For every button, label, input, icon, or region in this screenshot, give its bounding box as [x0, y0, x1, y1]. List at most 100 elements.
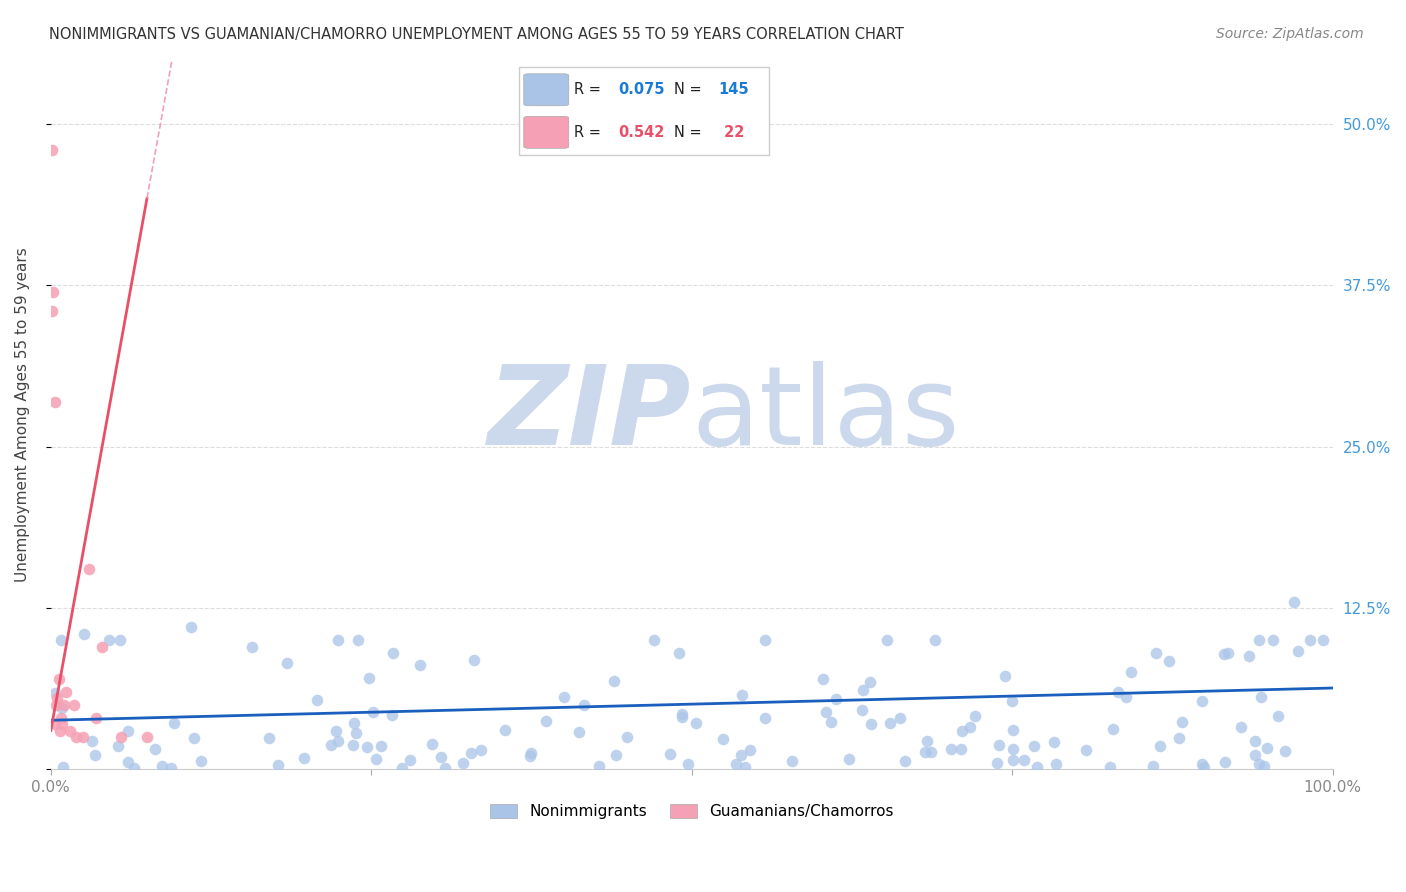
Point: [364, 752, 387, 766]
Point: [107, 739, 129, 753]
Point: [342, 715, 364, 730]
Point: [391, 761, 413, 775]
Point: [59, 723, 82, 738]
Point: [534, 714, 557, 728]
Point: [643, 633, 665, 648]
Point: [136, 730, 159, 744]
Point: [1107, 684, 1129, 698]
Point: [1267, 709, 1289, 723]
Point: [1002, 753, 1025, 767]
Point: [110, 730, 132, 744]
Point: [1149, 739, 1171, 754]
Point: [159, 761, 181, 775]
Point: [754, 711, 776, 725]
Point: [1012, 753, 1035, 767]
Point: [1192, 760, 1215, 774]
Point: [1024, 739, 1046, 753]
Point: [1237, 648, 1260, 663]
Point: [143, 741, 166, 756]
Point: [346, 633, 368, 648]
Point: [915, 733, 938, 747]
Point: [1042, 735, 1064, 749]
Point: [1263, 633, 1285, 648]
Point: [860, 717, 883, 731]
Point: [616, 731, 638, 745]
Point: [180, 620, 202, 634]
Point: [1243, 734, 1265, 748]
Point: [734, 760, 756, 774]
Point: [1144, 647, 1167, 661]
Point: [73, 627, 96, 641]
Point: [1159, 654, 1181, 668]
Point: [494, 723, 516, 737]
Point: [163, 716, 186, 731]
Point: [42, 285, 65, 299]
Point: [825, 691, 848, 706]
Point: [894, 754, 917, 768]
Point: [1247, 756, 1270, 771]
Point: [1213, 647, 1236, 661]
Point: [1045, 757, 1067, 772]
Point: [731, 689, 754, 703]
Point: [605, 747, 627, 762]
Point: [1167, 731, 1189, 745]
Point: [568, 725, 591, 739]
Point: [685, 715, 707, 730]
Point: [1171, 715, 1194, 730]
Point: [82, 733, 104, 747]
Point: [51, 700, 73, 714]
Point: [950, 724, 973, 739]
Point: [852, 682, 875, 697]
Point: [1218, 646, 1240, 660]
Point: [460, 746, 482, 760]
Point: [44, 717, 66, 731]
Point: [98, 633, 121, 648]
Point: [851, 703, 873, 717]
Point: [49, 723, 72, 738]
Point: [859, 674, 882, 689]
Point: [44, 686, 66, 700]
Point: [876, 633, 898, 648]
Point: [1115, 690, 1137, 704]
Point: [994, 669, 1017, 683]
Point: [1312, 633, 1334, 648]
Point: [463, 652, 485, 666]
Point: [48, 672, 70, 686]
Text: atlas: atlas: [692, 361, 960, 468]
Point: [678, 757, 700, 772]
Point: [84, 711, 107, 725]
Point: [939, 741, 962, 756]
Point: [63, 698, 86, 712]
Point: [65, 730, 87, 744]
Point: [668, 646, 690, 660]
Point: [1284, 594, 1306, 608]
Point: [1002, 742, 1025, 756]
Point: [49, 633, 72, 648]
Point: [1025, 759, 1047, 773]
Text: Source: ZipAtlas.com: Source: ZipAtlas.com: [1216, 27, 1364, 41]
Point: [889, 711, 911, 725]
Point: [122, 761, 145, 775]
Point: [920, 745, 942, 759]
Point: [344, 726, 367, 740]
Point: [49, 711, 72, 725]
Point: [588, 759, 610, 773]
Point: [1274, 744, 1296, 758]
Point: [55, 685, 77, 699]
Y-axis label: Unemployment Among Ages 55 to 59 years: Unemployment Among Ages 55 to 59 years: [15, 247, 30, 582]
Point: [46, 691, 69, 706]
Point: [307, 693, 329, 707]
Point: [72, 730, 94, 744]
Point: [41, 304, 63, 318]
Point: [780, 754, 803, 768]
Point: [470, 742, 492, 756]
Point: [1142, 759, 1164, 773]
Point: [429, 750, 451, 764]
Point: [1247, 633, 1270, 648]
Point: [1101, 722, 1123, 736]
Point: [325, 724, 347, 739]
Point: [381, 708, 404, 723]
Point: [117, 723, 139, 738]
Point: [950, 741, 973, 756]
Point: [1253, 759, 1275, 773]
